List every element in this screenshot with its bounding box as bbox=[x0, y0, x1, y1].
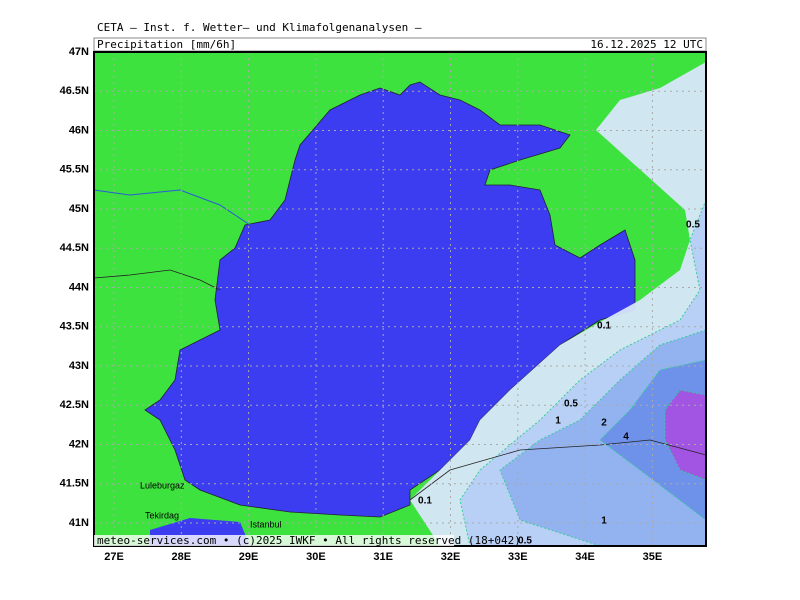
lon-label: 32E bbox=[441, 551, 461, 563]
contour-label: 1 bbox=[555, 416, 561, 427]
river bbox=[94, 189, 251, 226]
lat-label: 45N bbox=[69, 203, 89, 215]
lon-label: 31E bbox=[373, 551, 393, 563]
footer-bg bbox=[94, 535, 454, 546]
lat-label: 41.5N bbox=[60, 478, 89, 490]
lon-label: 34E bbox=[575, 551, 595, 563]
lon-label: 30E bbox=[306, 551, 326, 563]
contour-label: 0.1 bbox=[418, 496, 432, 507]
source-title: CETA — Inst. f. Wetter— und Klimafolgena… bbox=[97, 21, 422, 34]
lat-label: 43N bbox=[69, 360, 89, 372]
lat-label: 43.5N bbox=[60, 321, 89, 333]
lat-label: 44N bbox=[69, 281, 89, 293]
lon-label: 35E bbox=[643, 551, 663, 563]
grid bbox=[94, 51, 706, 546]
border bbox=[94, 269, 221, 291]
lon-label: 29E bbox=[239, 551, 259, 563]
contour-label: 4 bbox=[623, 432, 629, 443]
place-label: Istanbul bbox=[250, 519, 282, 529]
lat-label: 42.5N bbox=[60, 399, 89, 411]
map-area bbox=[94, 52, 706, 546]
contour-label: 0.5 bbox=[686, 220, 700, 231]
lon-label: 27E bbox=[104, 551, 124, 563]
contour-label: 0.1 bbox=[597, 321, 611, 332]
lat-label: 42N bbox=[69, 438, 89, 450]
lon-label: 28E bbox=[172, 551, 192, 563]
contour-label: 1 bbox=[601, 516, 607, 527]
border bbox=[409, 439, 706, 501]
precip-4 bbox=[664, 389, 706, 481]
lat-label: 45.5N bbox=[60, 164, 89, 176]
valid-time: 16.12.2025 12 UTC bbox=[590, 38, 703, 51]
lat-label: 46.5N bbox=[60, 85, 89, 97]
lat-label: 44.5N bbox=[60, 242, 89, 254]
field-title: Precipitation [mm/6h] bbox=[97, 38, 236, 51]
lat-label: 41N bbox=[69, 517, 89, 529]
place-label: Tekirdag bbox=[145, 510, 179, 520]
contour-label: 0.5 bbox=[564, 399, 578, 410]
place-label: Luleburgaz bbox=[140, 480, 185, 490]
lon-label: 33E bbox=[508, 551, 528, 563]
contour-label: 2 bbox=[601, 418, 607, 429]
lat-label: 47N bbox=[69, 46, 89, 58]
contour-label: 0.5 bbox=[518, 536, 532, 547]
lat-label: 46N bbox=[69, 124, 89, 136]
footer: meteo-services.com • (c)2025 IWKF • All … bbox=[97, 534, 521, 547]
